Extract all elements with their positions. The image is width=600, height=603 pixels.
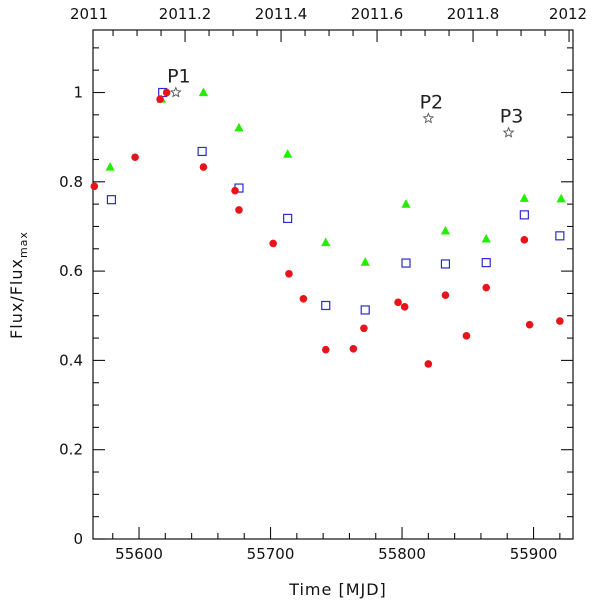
data-point-circle (441, 291, 450, 300)
x-tick-label: 55600 (115, 545, 163, 563)
y-tick-label: 0.6 (59, 262, 83, 280)
data-point-circle (400, 303, 409, 311)
data-point-star (502, 126, 515, 138)
data-point-circle (90, 182, 99, 191)
y-tick-label: 0.8 (59, 173, 83, 191)
data-point-triangle (360, 257, 370, 266)
data-point-circle (349, 344, 358, 353)
axis-ticks (93, 30, 573, 540)
data-point-star (169, 86, 182, 98)
data-point-circle (269, 239, 277, 248)
data-point-triangle (321, 237, 331, 247)
data-point-square (321, 300, 331, 311)
peak-label: P2 (420, 91, 444, 113)
data-point-triangle (519, 193, 529, 202)
peak-annotations: P1 P2 P3 (167, 66, 523, 128)
top-tick-label: 2012 (549, 5, 587, 23)
data-point-square (401, 258, 411, 268)
data-point-circle (156, 95, 164, 104)
data-point-circle (525, 320, 534, 329)
data-point-circle (162, 88, 171, 97)
data-point-triangle (283, 149, 293, 158)
data-point-circle (520, 236, 529, 244)
y-tick-label: 0.4 (59, 351, 83, 369)
data-point-square (106, 195, 117, 205)
data-point-circle (462, 332, 471, 340)
data-point-circle (482, 283, 491, 292)
data-point-circle (360, 324, 368, 333)
y-tick-label: 1 (73, 84, 83, 102)
data-point-circle (556, 317, 564, 325)
data-point-circle (299, 294, 308, 303)
peak-label: P3 (500, 106, 524, 128)
axis-tick-labels: 55600 55700 55800 55900 0 0.2 0.4 0.6 0.8 1 2011 20… (59, 5, 587, 563)
data-point-circle (394, 298, 402, 307)
data-point-square (481, 258, 491, 268)
data-point-circle (231, 186, 239, 195)
data-point-circle (199, 163, 208, 171)
data-point-triangle (234, 122, 244, 132)
x-tick-label: 55800 (378, 545, 426, 563)
data-point-triangle (198, 87, 209, 97)
data-point-triangle (481, 233, 491, 243)
data-point-circle (131, 153, 139, 162)
data-point-triangle (556, 193, 566, 203)
data-point-circle (321, 345, 330, 354)
y-tick-label: 0 (73, 530, 83, 548)
y-tick-label: 0.2 (59, 441, 83, 459)
x-axis-title: Time [MJD] (288, 580, 387, 599)
data-point-triangle (401, 199, 411, 208)
data-point-square (440, 259, 451, 269)
top-tick-label: 2011.6 (351, 5, 404, 23)
data-point-square (360, 305, 370, 315)
data-point-square (555, 231, 565, 241)
data-point-circle (424, 360, 433, 368)
data-point-square (283, 213, 293, 224)
top-tick-label: 2011.2 (159, 5, 212, 23)
y-axis-title-subscript: max (17, 231, 30, 258)
data-point-star (422, 112, 435, 124)
y-axis-title-main: Flux/Flux (7, 258, 26, 339)
plot-frame (92, 29, 574, 540)
data-point-circle (285, 269, 293, 278)
data-point-triangle (440, 225, 451, 235)
top-tick-label: 2011.4 (255, 5, 308, 23)
data-point-square (519, 210, 529, 220)
peak-label: P1 (167, 66, 191, 88)
data-point-triangle (105, 162, 115, 171)
x-tick-label: 55900 (510, 545, 558, 563)
top-tick-label: 2011.8 (447, 5, 500, 23)
data-markers (90, 86, 566, 368)
data-point-square (197, 146, 207, 157)
x-tick-label: 55700 (247, 545, 295, 563)
y-axis-title: Flux/Fluxmax (7, 231, 30, 339)
top-tick-label: 2011 (70, 5, 108, 23)
data-point-circle (235, 206, 243, 214)
